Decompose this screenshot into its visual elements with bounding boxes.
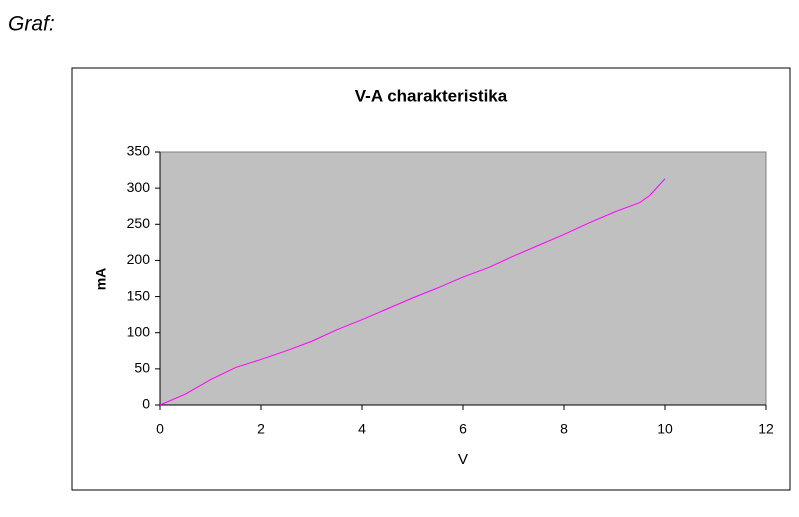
x-tick-label: 0 — [156, 421, 164, 437]
x-tick-label: 6 — [459, 421, 467, 437]
y-tick-label: 0 — [142, 396, 150, 412]
y-tick-label: 350 — [127, 143, 151, 159]
x-tick-label: 4 — [358, 421, 366, 437]
x-tick-label: 8 — [560, 421, 568, 437]
x-tick-label: 10 — [657, 421, 673, 437]
y-tick-label: 100 — [127, 323, 151, 339]
y-tick-label: 300 — [127, 179, 151, 195]
y-tick-label: 50 — [134, 360, 150, 376]
y-axis-label: mA — [93, 268, 109, 291]
data-line — [159, 178, 666, 406]
heading: Graf: — [8, 13, 55, 36]
y-tick-label: 250 — [127, 215, 151, 231]
plot-area — [159, 151, 767, 406]
x-axis-label: V — [458, 451, 468, 468]
x-tick-label: 2 — [257, 421, 265, 437]
x-tick-label: 12 — [758, 421, 774, 437]
y-tick-label: 200 — [127, 251, 151, 267]
y-tick-label: 150 — [127, 287, 151, 303]
chart-title: V-A charakteristika — [355, 86, 508, 105]
